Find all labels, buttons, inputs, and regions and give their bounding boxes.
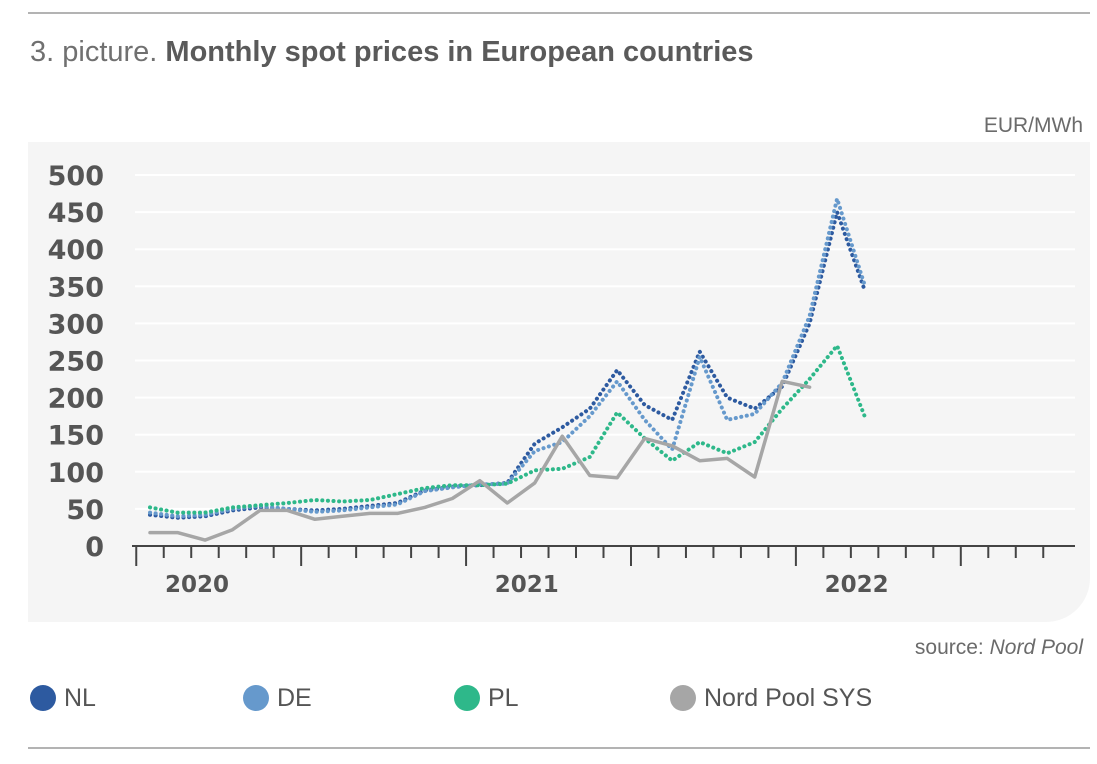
legend-item-nl: NL <box>30 680 96 716</box>
x-year-label-2022: 2022 <box>825 572 889 598</box>
y-tick-label-400: 400 <box>48 235 104 266</box>
legend-label: DE <box>277 683 312 712</box>
legend-label: PL <box>488 683 519 712</box>
figure-title: 3. picture. Monthly spot prices in Europ… <box>30 36 754 69</box>
y-tick-label-350: 350 <box>48 272 104 303</box>
source-prefix: source: <box>914 636 984 659</box>
chart-title: Monthly spot prices in European countrie… <box>165 36 754 68</box>
top-rule <box>28 12 1090 14</box>
y-tick-label-300: 300 <box>48 309 104 340</box>
series-line-nord-pool-sys <box>148 379 812 542</box>
y-tick-label-500: 500 <box>48 161 104 192</box>
x-year-label-2020: 2020 <box>165 572 229 598</box>
legend-swatch <box>670 685 696 711</box>
bottom-rule <box>28 747 1090 749</box>
legend-swatch <box>30 685 56 711</box>
figure-number: 3. picture. <box>30 36 158 68</box>
x-year-label-2021: 2021 <box>495 572 559 598</box>
source-note: source: Nord Pool <box>915 636 1083 660</box>
legend-swatch <box>243 685 269 711</box>
y-tick-label-250: 250 <box>48 347 104 378</box>
series-line-pl <box>148 343 867 515</box>
chart-legend: NL DE PL Nord Pool SYS <box>30 680 1090 716</box>
legend-item-pl: PL <box>454 680 519 716</box>
legend-item-nord-pool-sys: Nord Pool SYS <box>670 680 872 716</box>
y-tick-label-50: 50 <box>66 495 104 526</box>
y-tick-label-150: 150 <box>48 421 104 452</box>
legend-item-de: DE <box>243 680 312 716</box>
legend-swatch <box>454 685 480 711</box>
y-tick-label-450: 450 <box>48 198 104 229</box>
series-line-nl <box>148 210 867 520</box>
legend-label: Nord Pool SYS <box>704 683 873 712</box>
source-name: Nord Pool <box>989 636 1083 659</box>
chart-panel <box>28 142 1090 622</box>
legend-label: NL <box>64 683 96 712</box>
unit-label: EUR/MWh <box>983 114 1083 137</box>
y-tick-label-200: 200 <box>48 384 104 415</box>
y-tick-label-0: 0 <box>85 532 104 563</box>
y-tick-label-100: 100 <box>48 458 104 489</box>
